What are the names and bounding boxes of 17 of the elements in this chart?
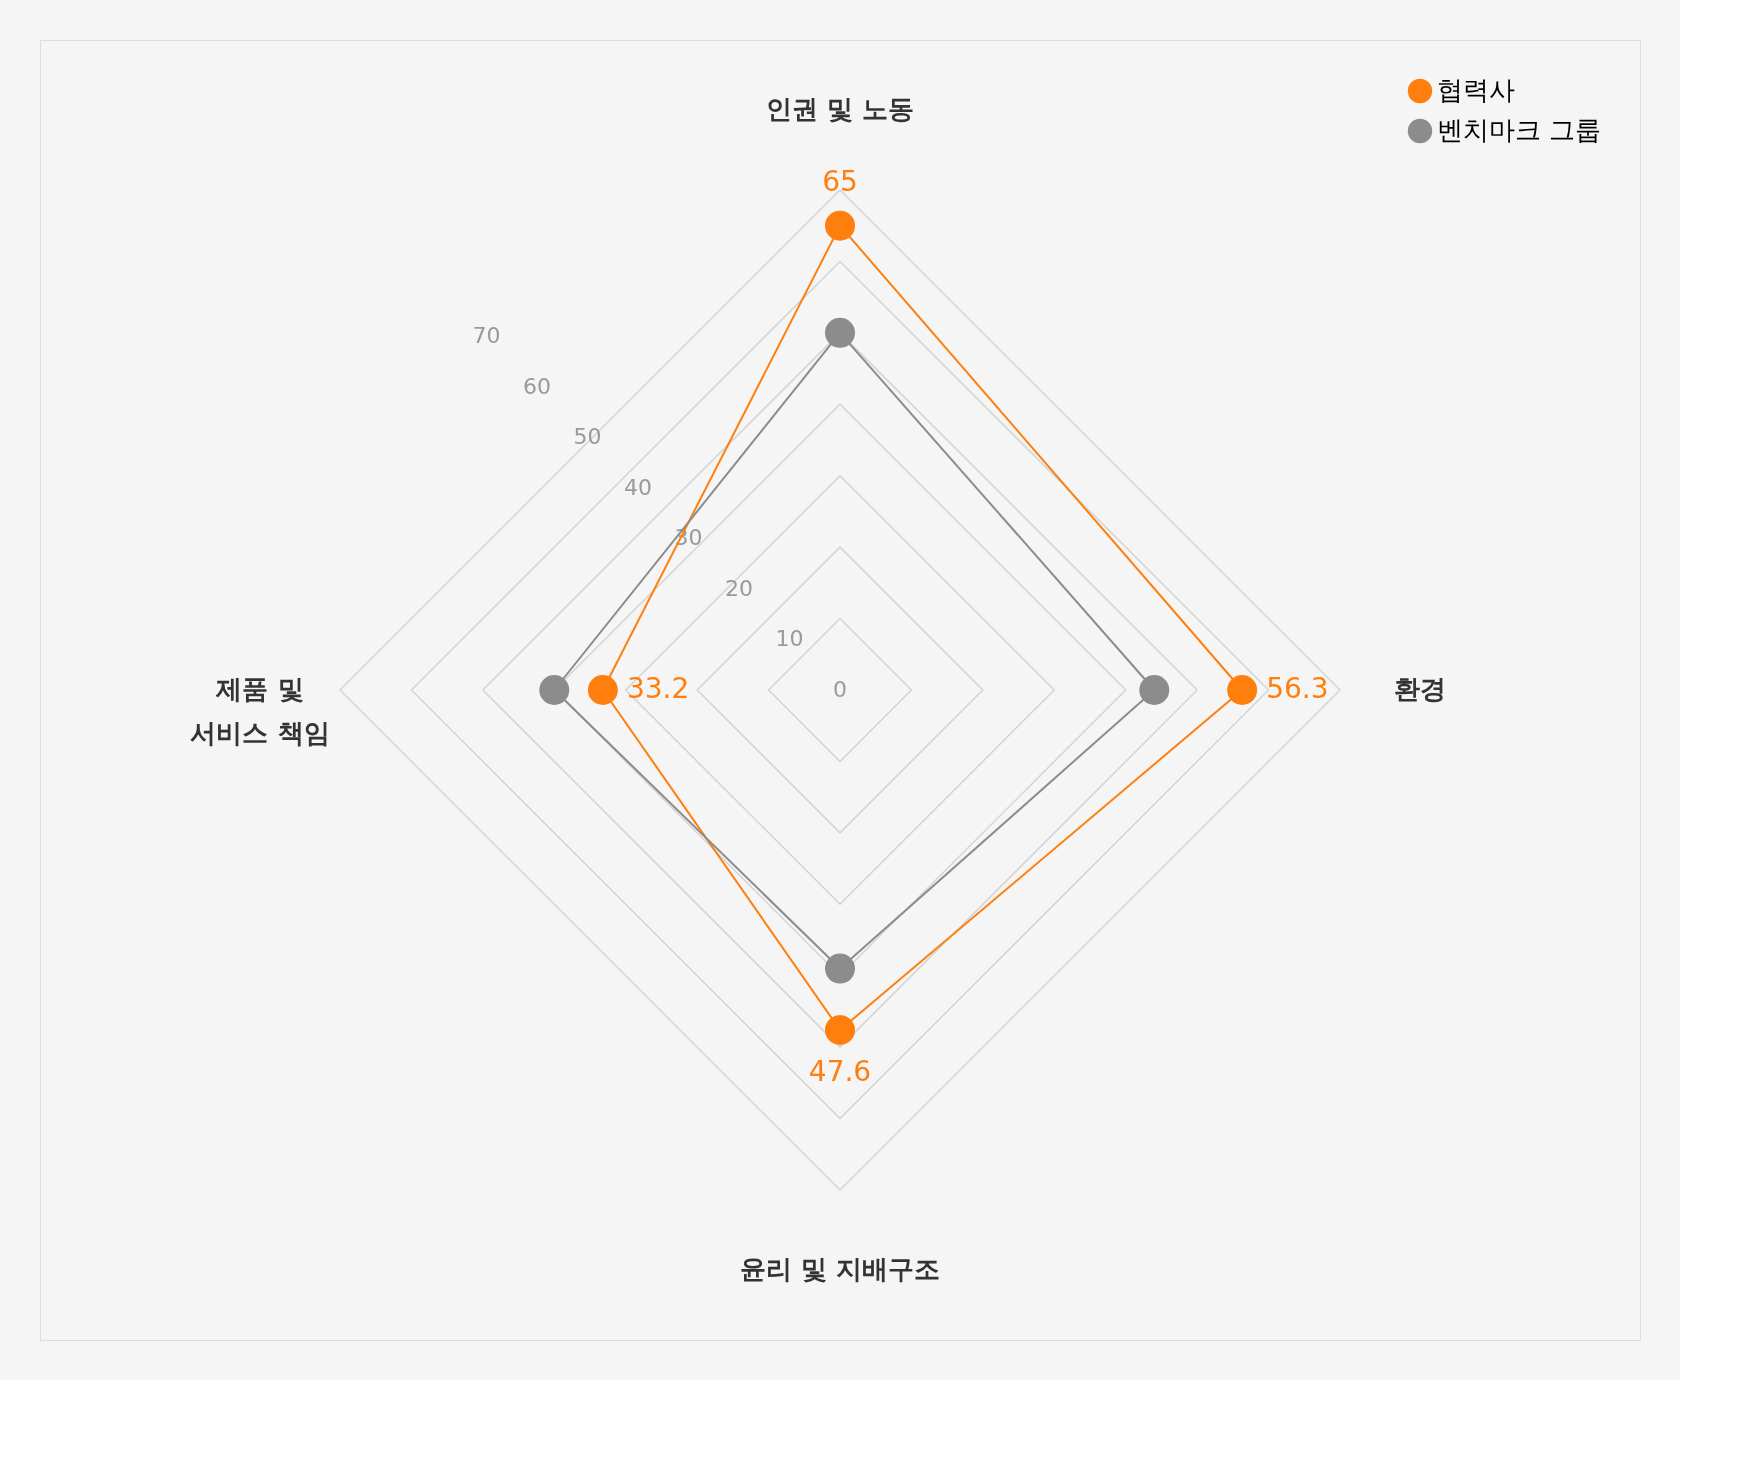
y-tick-label: 0 xyxy=(833,677,847,702)
data-label: 47.6 xyxy=(808,1054,872,1088)
spoke-label: 제품 및 서비스 책임 xyxy=(190,674,330,748)
spoke-label: 인권 및 노동 xyxy=(765,94,915,124)
spoke-label: 환경 xyxy=(1394,674,1446,704)
data-label: 33.2 xyxy=(626,672,690,705)
y-tick-label: 70 xyxy=(472,323,501,349)
y-tick-label: 20 xyxy=(724,575,753,601)
data-label: 65 xyxy=(822,165,858,199)
data-label: 56.3 xyxy=(1266,672,1329,705)
y-tick-label: 50 xyxy=(573,424,602,450)
legend-label: 벤치마크 그룹 xyxy=(1437,115,1602,145)
spoke-label: 윤리 및 지배구조 xyxy=(739,1254,941,1284)
y-tick-label: 10 xyxy=(775,626,804,652)
y-tick-label: 60 xyxy=(522,373,551,399)
y-tick-label: 40 xyxy=(623,474,652,500)
legend-label: 협력사 xyxy=(1437,75,1515,105)
